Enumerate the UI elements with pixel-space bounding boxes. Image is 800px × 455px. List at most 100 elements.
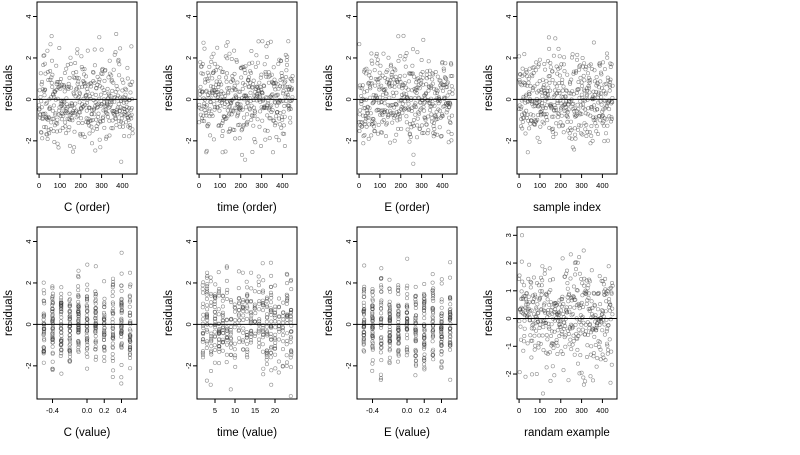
data-point [418, 107, 423, 112]
data-point [561, 130, 566, 135]
data-point [119, 362, 124, 367]
data-point [404, 332, 409, 337]
data-point [522, 112, 527, 117]
data-point [76, 79, 81, 84]
data-point [398, 79, 403, 84]
data-point [102, 337, 107, 342]
data-point [288, 115, 293, 120]
data-point [94, 117, 99, 122]
data-point [396, 311, 401, 316]
data-point [85, 317, 90, 322]
data-point [41, 360, 46, 365]
data-point [124, 120, 129, 125]
y-tick-label: 4 [344, 14, 353, 18]
x-tick-label: 400 [596, 406, 609, 415]
data-point [120, 88, 125, 93]
data-point [284, 360, 289, 365]
data-point [394, 90, 399, 95]
data-point [387, 343, 392, 348]
data-point [265, 312, 270, 317]
data-point [531, 104, 536, 109]
data-point [119, 288, 124, 293]
data-point [517, 78, 522, 83]
data-point [67, 310, 72, 315]
data-point [41, 280, 46, 285]
data-point [557, 333, 562, 338]
data-point [607, 297, 612, 302]
data-point [289, 287, 294, 292]
data-point [575, 102, 580, 107]
data-point [276, 337, 281, 342]
data-point [379, 283, 384, 288]
data-point [569, 313, 574, 318]
data-point [572, 147, 577, 152]
data-point [280, 326, 285, 331]
data-point [268, 306, 273, 311]
data-point [204, 296, 209, 301]
data-point [260, 349, 265, 354]
data-point [208, 133, 213, 138]
data-point [381, 118, 386, 123]
data-point [97, 77, 102, 82]
data-point [257, 307, 262, 312]
data-point [209, 293, 214, 298]
data-point [252, 304, 257, 309]
data-point [603, 309, 608, 314]
data-point [94, 354, 99, 359]
data-point [420, 131, 425, 136]
data-point [93, 340, 98, 345]
data-point [198, 112, 203, 117]
data-point [401, 33, 406, 38]
data-point [280, 333, 285, 338]
data-point [197, 96, 202, 101]
data-point [531, 326, 536, 331]
data-point [42, 53, 47, 58]
data-point [422, 108, 427, 113]
data-point [593, 342, 598, 347]
data-point [560, 256, 565, 261]
data-point [594, 129, 599, 134]
data-point [273, 283, 278, 288]
data-point [102, 90, 107, 95]
data-point [553, 107, 558, 112]
data-point [206, 78, 211, 83]
data-point [205, 103, 210, 108]
data-point [565, 119, 570, 124]
data-point [39, 105, 44, 110]
data-point [422, 316, 427, 321]
data-point [269, 273, 274, 278]
data-point [367, 69, 372, 74]
data-point [233, 318, 238, 323]
data-point [85, 100, 90, 105]
data-point [441, 68, 446, 73]
data-point [93, 338, 98, 343]
data-point [109, 126, 114, 131]
data-point [412, 96, 417, 101]
data-point [238, 107, 243, 112]
data-point [596, 90, 601, 95]
data-point [201, 355, 206, 360]
data-point [212, 343, 217, 348]
data-point [245, 341, 250, 346]
data-point [391, 94, 396, 99]
data-point [123, 86, 128, 91]
data-point [430, 349, 435, 354]
data-point [216, 270, 221, 275]
data-point [587, 85, 592, 90]
data-point [249, 117, 254, 122]
data-point [116, 57, 121, 62]
data-point [103, 68, 108, 73]
data-point [439, 364, 444, 369]
data-point [579, 322, 584, 327]
data-point [395, 118, 400, 123]
data-point [200, 350, 205, 355]
data-point [124, 87, 129, 92]
data-point [397, 84, 402, 89]
y-tick-label: 0 [184, 97, 193, 101]
data-point [603, 90, 608, 95]
data-point [119, 318, 124, 323]
y-tick-label: 2 [24, 281, 33, 285]
data-point [377, 100, 382, 105]
plot-frame [36, 1, 138, 175]
data-point [430, 329, 435, 334]
